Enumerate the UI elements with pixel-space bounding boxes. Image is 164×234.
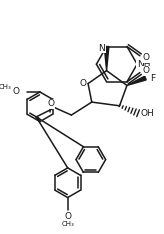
Text: O: O xyxy=(143,53,150,62)
Text: N: N xyxy=(99,44,105,53)
Text: O: O xyxy=(79,79,86,88)
Polygon shape xyxy=(127,76,146,85)
Text: OH: OH xyxy=(140,109,154,118)
Text: O: O xyxy=(12,88,19,96)
Text: O: O xyxy=(143,66,150,75)
Text: NH: NH xyxy=(137,60,150,69)
Text: O: O xyxy=(48,99,54,108)
Text: CH₃: CH₃ xyxy=(0,84,11,90)
Text: CH₃: CH₃ xyxy=(61,221,74,227)
Text: F: F xyxy=(150,73,155,83)
Polygon shape xyxy=(104,47,109,71)
Text: O: O xyxy=(64,212,71,221)
